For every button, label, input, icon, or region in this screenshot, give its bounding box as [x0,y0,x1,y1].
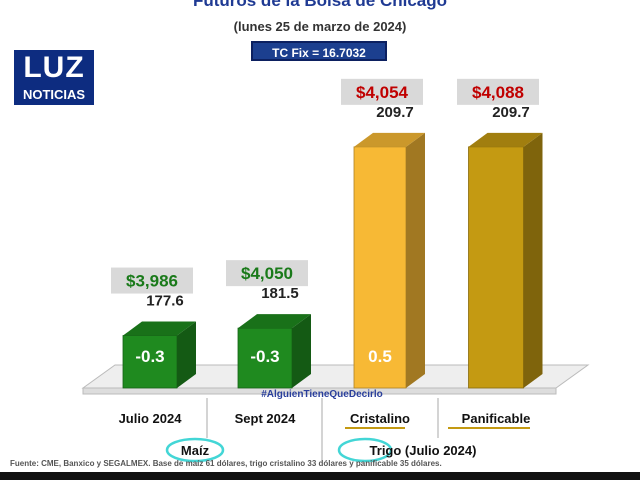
logo-text-luz: LUZ [23,51,85,84]
bar-side [292,314,311,388]
bar-front [237,327,293,389]
price-label: $4,050 [241,264,293,283]
price-box [341,78,423,105]
bar-change-label: -0.3 [135,347,164,366]
chart-title: Futuros de la Bolsa de Chicago [192,0,448,10]
category-label: Cristalino [350,411,410,426]
bar-value-label: 177.6 [146,293,184,310]
logo-text-noticias: NOTICIAS [22,87,86,102]
group-label-trigo: Trigo (Julio 2024) [370,443,477,458]
watermark-text: #AlguienTieneQueDecirlo [261,389,383,400]
chart-floor [81,364,590,395]
bar-top [123,321,196,336]
bar-front [122,335,178,389]
bar-change-label: 0.5 [368,347,392,366]
price-box [226,260,308,287]
bar-top [468,132,543,147]
bottom-bar [0,472,640,480]
category-label: Sept 2024 [235,411,296,426]
bar-top [354,132,425,147]
floor-front [82,387,557,395]
bar-side [406,132,425,388]
price-label: $4,054 [356,83,409,102]
bar-side [177,321,196,388]
luz-noticias-logo: LUZ NOTICIAS [14,50,94,105]
bar-value-label: 209.7 [376,104,414,121]
bar-value-label: 209.7 [492,104,530,121]
bar-change-label: -0.3 [250,347,279,366]
bar-front [468,146,524,389]
source-footnote: Fuente: CME, Banxico y SEGALMEX. Base de… [10,459,442,468]
labels-layer: -0.3 177.6 $3,986 -0.3 181.5 $4,050 0.5 209.7 $4… [111,78,539,463]
price-box [111,267,193,294]
trigo-highlight [337,437,393,463]
price-box [457,78,539,105]
chart-subtitle: (lunes 25 de marzo de 2024) [233,19,407,34]
exchange-rate-badge: TC Fix = 16.7032 [251,41,387,61]
category-label: Julio 2024 [119,411,183,426]
bar-top [238,314,311,329]
bars-layer [122,132,543,389]
bar-value-label: 181.5 [261,285,299,302]
price-label: $4,088 [472,83,524,102]
category-label: Panificable [462,411,531,426]
group-label-maiz: Maíz [181,443,210,458]
bar-side [523,132,543,388]
price-label: $3,986 [126,272,178,291]
maiz-highlight [165,437,225,463]
